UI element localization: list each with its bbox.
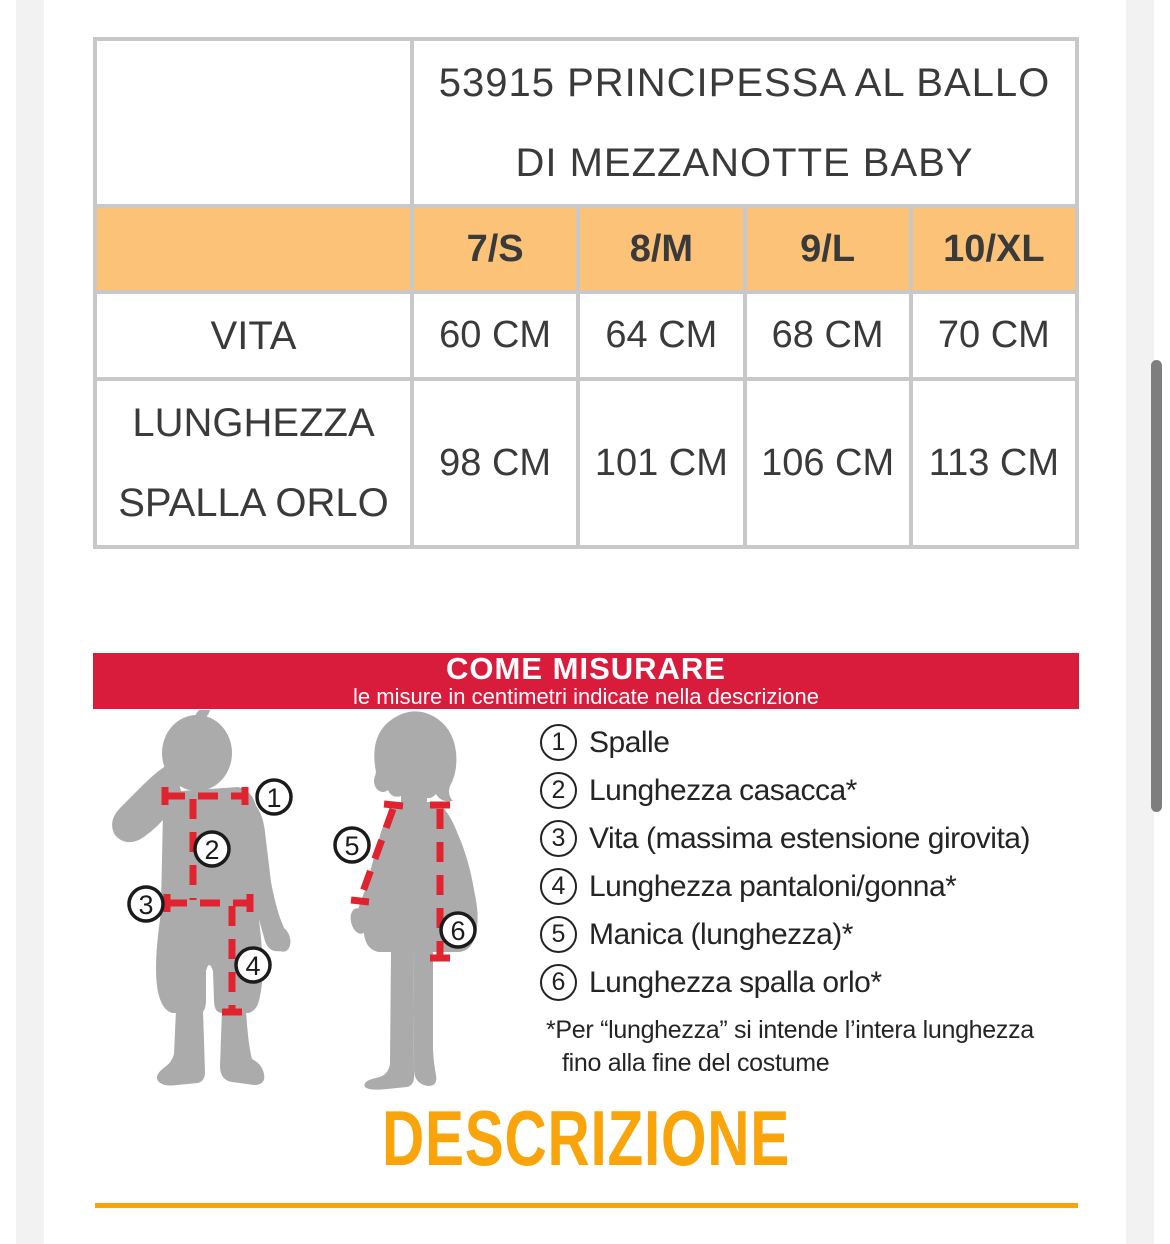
banner-title: COME MISURARE bbox=[446, 651, 726, 686]
size-header-8m: 8/M bbox=[576, 204, 747, 294]
table-row: 53915 PRINCIPESSA AL BALLO DI MEZZANOTTE… bbox=[93, 37, 1079, 208]
legend-item-spalla-orlo: 6 Lunghezza spalla orlo* bbox=[540, 964, 1100, 1001]
banner-subtitle: le misure in centimetri indicate nella d… bbox=[353, 684, 819, 709]
legend-item-casacca: 2 Lunghezza casacca* bbox=[540, 772, 1100, 809]
left-page-gutter bbox=[16, 0, 44, 1244]
descrizione-text: DESCRIZIONE bbox=[381, 1094, 791, 1182]
footnote-line2: fino alla fine del costume bbox=[562, 1049, 830, 1077]
footnote-line1: *Per “lunghezza” si intende l’intera lun… bbox=[546, 1016, 1034, 1044]
legend-item-spalle: 1 Spalle bbox=[540, 724, 1100, 761]
vita-value-8m: 64 CM bbox=[576, 290, 747, 381]
legend-number-5: 5 bbox=[540, 916, 577, 953]
marker-4-number: 4 bbox=[245, 951, 260, 981]
marker-2-number: 2 bbox=[204, 835, 219, 865]
boy-silhouette-icon bbox=[112, 710, 291, 1086]
vita-value-10xl: 70 CM bbox=[908, 290, 1080, 381]
vita-value-7s: 60 CM bbox=[409, 290, 581, 381]
row-label-lunghezza: LUNGHEZZA SPALLA ORLO bbox=[93, 377, 414, 549]
empty-size-label-cell bbox=[93, 204, 414, 294]
table-row-sizes: 7/S 8/M 9/L 10/XL bbox=[93, 204, 1080, 294]
lunghezza-value-9l: 106 CM bbox=[742, 377, 913, 549]
scrollbar-thumb[interactable] bbox=[1151, 360, 1162, 812]
come-misurare-banner: COME MISURARE le misure in centimetri in… bbox=[93, 653, 1079, 709]
legend-footnote: *Per “lunghezza” si intende l’intera lun… bbox=[546, 1014, 1086, 1080]
legend-item-vita: 3 Vita (massima estensione girovita) bbox=[540, 820, 1100, 857]
legend-number-3: 3 bbox=[540, 820, 577, 857]
measurement-legend: 1 Spalle 2 Lunghezza casacca* 3 Vita (ma… bbox=[540, 724, 1100, 1012]
descrizione-heading: DESCRIZIONE bbox=[93, 1098, 1079, 1178]
row-label-text-line2: SPALLA ORLO bbox=[118, 481, 389, 525]
table-row-lunghezza: LUNGHEZZA SPALLA ORLO 98 CM 101 CM 106 C… bbox=[93, 377, 1080, 549]
legend-label: Manica (lunghezza)* bbox=[589, 917, 853, 951]
legend-number-4: 4 bbox=[540, 868, 577, 905]
lunghezza-value-7s: 98 CM bbox=[409, 377, 581, 549]
size-header-10xl: 10/XL bbox=[908, 204, 1080, 294]
legend-number-1: 1 bbox=[540, 724, 577, 761]
marker-6-number: 6 bbox=[450, 916, 465, 946]
lunghezza-value-10xl: 113 CM bbox=[908, 377, 1080, 549]
legend-number-6: 6 bbox=[540, 964, 577, 1001]
size-header-9l: 9/L bbox=[742, 204, 913, 294]
right-page-gutter bbox=[1126, 0, 1154, 1244]
marker-3-number: 3 bbox=[138, 890, 153, 920]
row-label-text-line1: LUNGHEZZA bbox=[132, 401, 375, 445]
lunghezza-value-8m: 101 CM bbox=[576, 377, 747, 549]
legend-label: Vita (massima estensione girovita) bbox=[589, 821, 1030, 855]
product-title-line2: DI MEZZANOTTE BABY bbox=[515, 140, 974, 185]
measurement-dashed-lines bbox=[161, 787, 450, 1016]
product-title-cell: 53915 PRINCIPESSA AL BALLO DI MEZZANOTTE… bbox=[410, 37, 1079, 208]
legend-number-2: 2 bbox=[540, 772, 577, 809]
marker-5-number: 5 bbox=[344, 831, 359, 861]
row-label-vita: VITA bbox=[93, 290, 414, 381]
descrizione-divider bbox=[95, 1203, 1078, 1208]
product-title-line1: 53915 PRINCIPESSA AL BALLO bbox=[438, 60, 1051, 105]
legend-item-pantaloni: 4 Lunghezza pantaloni/gonna* bbox=[540, 868, 1100, 905]
measurement-markers: 1 2 3 4 5 6 bbox=[127, 778, 477, 984]
empty-corner-cell bbox=[93, 37, 414, 208]
legend-label: Spalle bbox=[589, 725, 670, 759]
legend-label: Lunghezza pantaloni/gonna* bbox=[589, 869, 957, 903]
size-header-7s: 7/S bbox=[409, 204, 581, 294]
table-row-vita: VITA 60 CM 64 CM 68 CM 70 CM bbox=[93, 290, 1080, 381]
measurement-diagram: 1 2 3 4 5 6 bbox=[112, 710, 478, 1090]
row-label-text: VITA bbox=[210, 313, 297, 358]
legend-label: Lunghezza casacca* bbox=[589, 773, 857, 807]
marker-1-number: 1 bbox=[266, 783, 281, 813]
size-table: 53915 PRINCIPESSA AL BALLO DI MEZZANOTTE… bbox=[93, 37, 1080, 549]
legend-label: Lunghezza spalla orlo* bbox=[589, 965, 882, 999]
legend-item-manica: 5 Manica (lunghezza)* bbox=[540, 916, 1100, 953]
vita-value-9l: 68 CM bbox=[742, 290, 913, 381]
